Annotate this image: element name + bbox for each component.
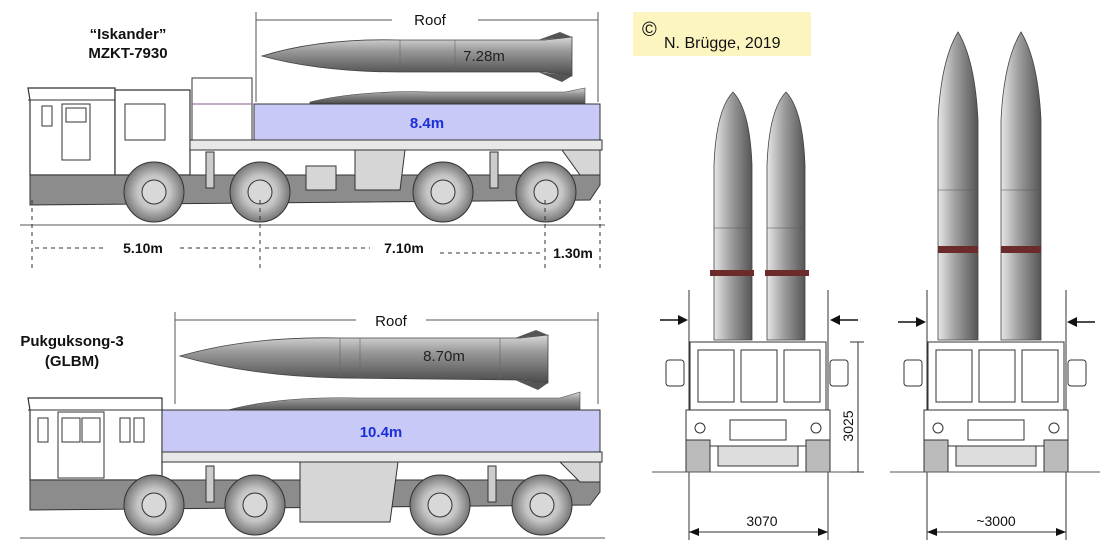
pukguksong-roof-label: Roof [375,313,408,330]
iskander-dim-rear: 1.30m [553,245,593,261]
iskander-front-view: 3025 3070 [652,91,864,540]
pukguksong-front-view: ~3000 [890,31,1100,540]
iskander-missile-length: 7.28m [463,48,505,65]
iskander-dim-middle: 7.10m [384,240,424,256]
iskander-missile [260,32,573,82]
iskander-name-line2: MZKT-7930 [88,45,167,62]
iskander-name-line1: “Iskander” [90,26,167,43]
copyright-box: © N. Brügge, 2019 [633,12,811,56]
pukguksong-wheels [123,474,573,536]
iskander-roof-label: Roof [414,12,447,29]
iskander-container-length: 8.4m [410,115,444,132]
iskander-wheels [123,161,577,223]
front-left-width: 3070 [746,513,777,529]
pukguksong-side-view: 10.4m Roof 8.70m Pukguksong-3 (GLBM) [20,312,605,539]
pukguksong-missile [178,330,549,390]
iskander-dim-front: 5.10m [123,240,163,256]
iskander-dimension-lines [31,200,601,268]
front-left-height: 3025 [840,410,856,441]
iskander-side-view: 8.4m 5 [20,12,605,268]
pukguksong-name-line1: Pukguksong-3 [20,333,123,350]
pukguksong-container-length: 10.4m [360,424,403,441]
copyright-symbol: © [642,19,657,41]
copyright-text: N. Brügge, 2019 [664,35,781,52]
pukguksong-missile-length: 8.70m [423,348,465,365]
pukguksong-name-line2: (GLBM) [45,353,99,370]
front-right-width: ~3000 [976,513,1016,529]
